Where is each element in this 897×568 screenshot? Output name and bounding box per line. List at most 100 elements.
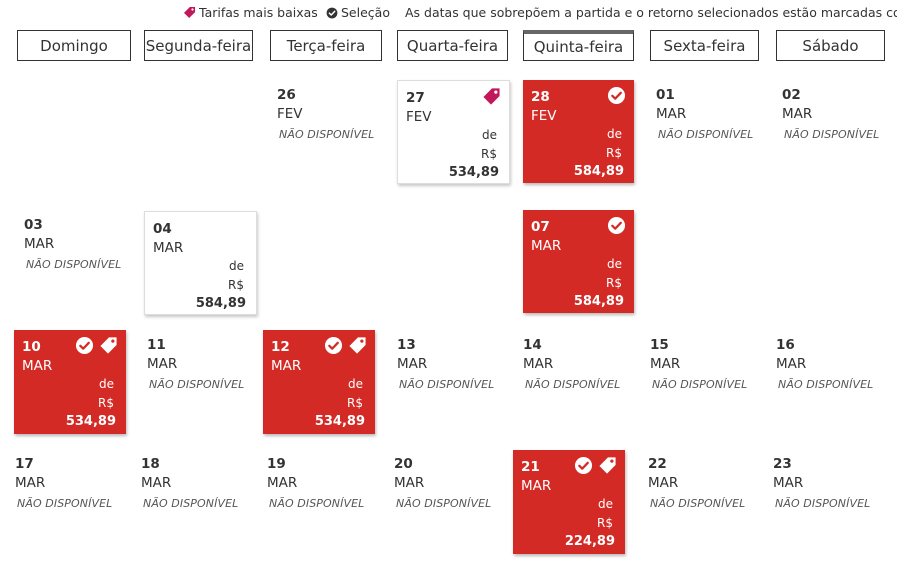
- day-number: 27: [406, 90, 425, 106]
- currency-label: R$: [347, 396, 363, 410]
- legend-overlap-note-text: As datas que sobrepõem a partida e o ret…: [405, 5, 897, 20]
- calendar-day-18-mar: 18 MAR NÃO DISPONÍVEL: [133, 447, 247, 553]
- calendar-day-27-fev[interactable]: 27 FEV de R$ 534,89: [397, 80, 510, 184]
- price-value: 584,89: [573, 164, 624, 179]
- unavailable-label: NÃO DISPONÍVEL: [17, 497, 113, 510]
- currency-label: R$: [606, 276, 622, 290]
- price-value: 534,89: [448, 165, 499, 180]
- price-from-label: de: [607, 127, 622, 141]
- weekday-thursday[interactable]: Quinta-feira: [523, 30, 634, 61]
- tag-icon: [183, 6, 196, 19]
- selected-check-icon: [574, 456, 593, 475]
- calendar-day-04-mar[interactable]: 04 MAR de R$ 584,89: [144, 211, 257, 315]
- day-number: 21: [521, 459, 540, 475]
- price-value: 534,89: [65, 414, 116, 429]
- day-number: 04: [153, 221, 172, 237]
- day-month: FEV: [277, 106, 303, 122]
- day-month: MAR: [531, 238, 562, 254]
- weekday-saturday[interactable]: Sábado: [776, 30, 885, 61]
- calendar-day-23-mar: 23 MAR NÃO DISPONÍVEL: [765, 447, 879, 553]
- day-number: 10: [22, 339, 41, 355]
- weekday-sunday[interactable]: Domingo: [17, 30, 131, 61]
- day-number: 17: [15, 456, 34, 472]
- day-number: 03: [24, 217, 43, 233]
- check-circle-icon: [326, 7, 338, 19]
- unavailable-label: NÃO DISPONÍVEL: [784, 128, 880, 141]
- day-month: MAR: [776, 356, 807, 372]
- calendar-day-10-mar[interactable]: 10 MAR de R$ 534,89: [14, 330, 126, 434]
- calendar-day-11-mar: 11 MAR NÃO DISPONÍVEL: [139, 328, 253, 434]
- unavailable-label: NÃO DISPONÍVEL: [269, 497, 365, 510]
- day-number: 20: [394, 456, 413, 472]
- price-value: 584,89: [195, 296, 246, 311]
- currency-label: R$: [228, 278, 244, 292]
- day-number: 13: [397, 337, 416, 353]
- lowest-fare-tag-icon: [99, 336, 118, 355]
- unavailable-label: NÃO DISPONÍVEL: [399, 378, 495, 391]
- day-month: MAR: [153, 240, 184, 256]
- calendar-day-28-fev[interactable]: 28 FEV de R$ 584,89: [523, 80, 634, 183]
- day-number: 26: [277, 87, 296, 103]
- weekday-monday[interactable]: Segunda-feira: [144, 30, 253, 61]
- day-number: 12: [271, 339, 290, 355]
- unavailable-label: NÃO DISPONÍVEL: [149, 378, 245, 391]
- currency-label: R$: [98, 396, 114, 410]
- calendar-day-19-mar: 19 MAR NÃO DISPONÍVEL: [259, 447, 373, 553]
- selected-check-icon: [607, 86, 626, 105]
- lowest-fare-tag-icon: [348, 336, 367, 355]
- calendar-day-07-mar[interactable]: 07 MAR de R$ 584,89: [523, 210, 634, 313]
- price-from-label: de: [598, 497, 613, 511]
- unavailable-label: NÃO DISPONÍVEL: [26, 258, 122, 271]
- currency-label: R$: [597, 516, 613, 530]
- day-month: MAR: [656, 106, 687, 122]
- day-month: MAR: [773, 475, 804, 491]
- day-month: MAR: [22, 358, 53, 374]
- price-value: 534,89: [314, 414, 365, 429]
- day-month: MAR: [267, 475, 298, 491]
- day-number: 23: [773, 456, 792, 472]
- unavailable-label: NÃO DISPONÍVEL: [143, 497, 239, 510]
- day-number: 19: [267, 456, 286, 472]
- calendar-day-21-mar[interactable]: 21 MAR de R$ 224,89: [513, 450, 625, 554]
- day-month: MAR: [394, 475, 425, 491]
- unavailable-label: NÃO DISPONÍVEL: [652, 378, 748, 391]
- day-number: 16: [776, 337, 795, 353]
- day-number: 02: [782, 87, 801, 103]
- unavailable-label: NÃO DISPONÍVEL: [658, 128, 754, 141]
- calendar-day-16-mar: 16 MAR NÃO DISPONÍVEL: [768, 328, 882, 434]
- currency-label: R$: [606, 146, 622, 160]
- unavailable-label: NÃO DISPONÍVEL: [650, 497, 746, 510]
- selected-check-icon: [324, 336, 343, 355]
- day-month: MAR: [650, 356, 681, 372]
- calendar-day-14-mar: 14 MAR NÃO DISPONÍVEL: [515, 328, 629, 434]
- selected-check-icon: [607, 216, 626, 235]
- weekday-friday[interactable]: Sexta-feira: [650, 30, 759, 61]
- unavailable-label: NÃO DISPONÍVEL: [396, 497, 492, 510]
- calendar-day-15-mar: 15 MAR NÃO DISPONÍVEL: [642, 328, 756, 434]
- day-number: 28: [531, 89, 550, 105]
- price-from-label: de: [348, 377, 363, 391]
- legend-lowest-fares: Tarifas mais baixas: [183, 5, 318, 20]
- calendar-day-13-mar: 13 MAR NÃO DISPONÍVEL: [389, 328, 503, 434]
- price-from-label: de: [99, 377, 114, 391]
- unavailable-label: NÃO DISPONÍVEL: [778, 378, 874, 391]
- price-value: 224,89: [564, 534, 615, 549]
- legend-selection: Seleção: [326, 5, 390, 20]
- day-month: MAR: [782, 106, 813, 122]
- price-from-label: de: [607, 257, 622, 271]
- price-from-label: de: [229, 259, 244, 273]
- unavailable-label: NÃO DISPONÍVEL: [775, 497, 871, 510]
- weekday-tuesday[interactable]: Terça-feira: [270, 30, 382, 61]
- weekday-wednesday[interactable]: Quarta-feira: [397, 30, 508, 61]
- day-month: MAR: [141, 475, 172, 491]
- day-number: 18: [141, 456, 160, 472]
- calendar-day-03-mar: 03 MAR NÃO DISPONÍVEL: [16, 208, 130, 314]
- day-number: 11: [147, 337, 166, 353]
- calendar-day-12-mar[interactable]: 12 MAR de R$ 534,89: [263, 330, 375, 434]
- day-month: MAR: [271, 358, 302, 374]
- day-month: MAR: [24, 236, 55, 252]
- calendar-day-01-mar: 01 MAR NÃO DISPONÍVEL: [648, 78, 762, 184]
- unavailable-label: NÃO DISPONÍVEL: [525, 378, 621, 391]
- lowest-fare-tag-icon: [598, 456, 617, 475]
- day-month: MAR: [15, 475, 46, 491]
